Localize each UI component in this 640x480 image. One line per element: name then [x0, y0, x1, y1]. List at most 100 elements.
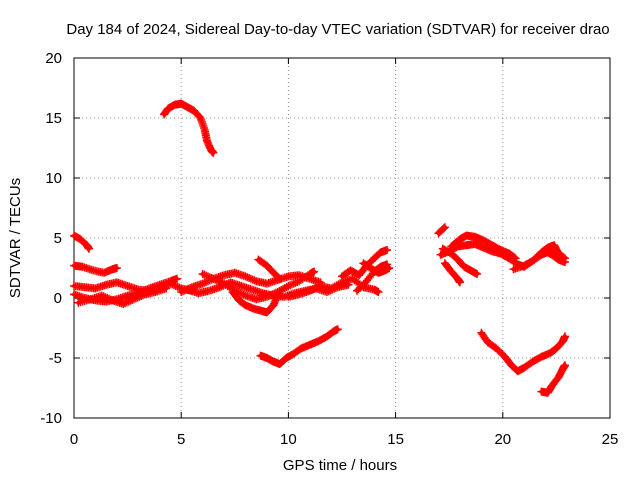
series-arc-07	[177, 268, 325, 296]
y-tick-label: 0	[54, 290, 62, 307]
series-arc-10	[228, 288, 282, 317]
grid	[74, 58, 610, 418]
data-point-marker	[245, 274, 254, 282]
data-point-marker	[171, 282, 180, 290]
data-point-marker	[333, 325, 342, 334]
data-point-marker	[309, 285, 318, 294]
data-point-marker	[289, 279, 298, 288]
data-point-marker	[216, 278, 225, 286]
series-arc-17	[434, 223, 449, 238]
data-point-marker	[103, 294, 112, 302]
data-point-marker	[282, 283, 291, 291]
data-point-marker	[274, 273, 283, 282]
data-point-marker	[560, 361, 569, 370]
data-point-marker	[133, 293, 142, 302]
data-point-marker	[112, 264, 121, 272]
series-arc-24	[477, 328, 569, 376]
data-point-marker	[455, 278, 464, 287]
x-tick-label: 20	[494, 431, 511, 448]
data-point-marker	[560, 332, 569, 341]
data-point-marker	[119, 300, 128, 308]
data-point-marker	[173, 282, 182, 291]
series-arc-05	[74, 284, 171, 308]
data-point-marker	[135, 292, 144, 301]
data-point-marker	[268, 290, 277, 299]
y-tick-label: 20	[45, 50, 62, 67]
data-point-marker	[200, 278, 209, 287]
x-tick-label: 10	[280, 431, 297, 448]
data-point-marker	[287, 280, 296, 289]
data-point-marker	[440, 223, 449, 232]
series-arc-15	[359, 259, 394, 277]
data-point-marker	[248, 275, 257, 284]
data-point-marker	[128, 296, 137, 304]
data-point-marker	[131, 294, 140, 303]
data-series	[70, 99, 569, 397]
data-point-marker	[138, 291, 147, 300]
data-point-marker	[99, 292, 108, 301]
data-point-marker	[175, 283, 184, 292]
data-point-marker	[246, 274, 255, 283]
data-point-marker	[209, 148, 218, 157]
y-tick-label: 15	[45, 110, 62, 127]
series-arc-09	[198, 267, 319, 304]
data-point-marker	[511, 254, 520, 263]
data-point-marker	[336, 279, 345, 288]
x-tick-label: 15	[387, 431, 404, 448]
data-point-marker	[178, 287, 187, 296]
chart-title: Day 184 of 2024, Sidereal Day-to-day VTE…	[66, 21, 609, 38]
data-point-marker	[172, 274, 181, 283]
series-arc-12	[284, 274, 383, 301]
series-arc-23	[541, 247, 569, 266]
x-tick-label: 0	[70, 431, 78, 448]
y-axis-ticks: -10 -5 0 5 10 15 20	[40, 50, 610, 427]
data-point-marker	[198, 279, 207, 288]
y-axis-label: SDTVAR / TECUs	[7, 178, 24, 298]
data-point-marker	[121, 299, 130, 308]
y-tick-label: -10	[40, 410, 62, 427]
series-arc-01	[70, 231, 94, 253]
x-tick-label: 5	[177, 431, 185, 448]
data-point-marker	[205, 273, 214, 282]
data-point-marker	[198, 270, 207, 278]
data-point-marker	[264, 292, 273, 300]
data-point-marker	[101, 293, 110, 302]
data-point-marker	[162, 284, 171, 293]
data-point-marker	[212, 276, 221, 285]
data-point-marker	[137, 292, 146, 300]
data-point-marker	[250, 276, 259, 285]
data-point-marker	[439, 224, 448, 233]
series-arc-06	[160, 99, 218, 157]
series-arc-13	[338, 246, 392, 281]
data-point-marker	[243, 273, 252, 282]
series-arc-19	[438, 244, 482, 278]
data-point-marker	[374, 288, 383, 296]
series-arc-25	[537, 361, 569, 397]
data-point-marker	[237, 290, 246, 298]
data-point-marker	[286, 281, 295, 290]
series-arc-16	[256, 325, 342, 368]
data-point-marker	[385, 264, 394, 272]
data-point-marker	[305, 286, 314, 295]
data-point-marker	[311, 284, 320, 293]
data-point-marker	[275, 274, 284, 283]
y-tick-label: 5	[54, 230, 62, 247]
y-tick-label: 10	[45, 170, 62, 187]
series-arc-11	[254, 255, 284, 283]
x-tick-label: 25	[602, 431, 619, 448]
data-point-marker	[200, 270, 209, 279]
data-point-marker	[307, 286, 316, 294]
data-point-marker	[126, 296, 135, 305]
data-point-marker	[273, 291, 282, 300]
series-arc-20	[440, 259, 464, 287]
data-point-marker	[97, 291, 106, 300]
data-point-marker	[204, 272, 212, 281]
data-point-marker	[510, 253, 519, 262]
data-point-marker	[202, 271, 211, 280]
data-point-marker	[130, 295, 139, 304]
data-point-marker	[262, 292, 271, 301]
data-point-marker	[560, 258, 569, 266]
data-point-marker	[241, 272, 250, 281]
